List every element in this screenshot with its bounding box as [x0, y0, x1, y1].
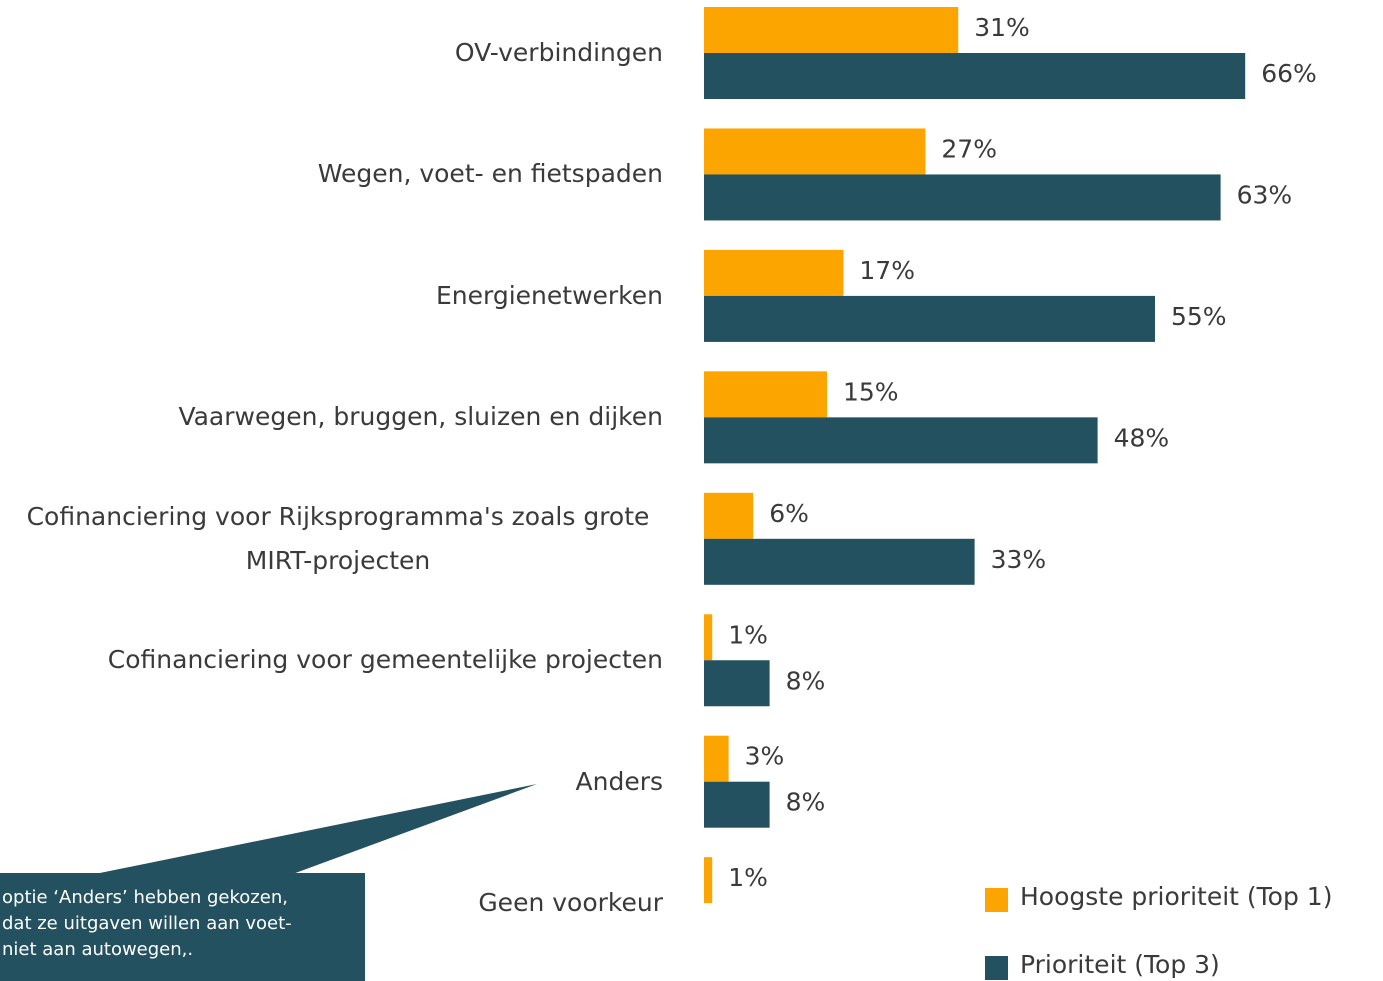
bar: [704, 7, 959, 53]
bar: [704, 128, 926, 175]
bar: [704, 53, 1246, 99]
value-label: 33%: [991, 545, 1047, 574]
bar: [704, 660, 770, 707]
legend-swatch: [985, 956, 1008, 980]
category-label: Wegen, voet- en fietspaden: [317, 159, 663, 189]
value-label: 31%: [974, 13, 1030, 42]
value-label: 3%: [745, 742, 785, 771]
category-label: Cofinanciering voor gemeentelijke projec…: [107, 645, 663, 675]
category-label: Geen voorkeur: [478, 888, 663, 918]
annotation-line: dat ze uitgaven willen aan voet-: [2, 913, 292, 934]
legend-label: Prioriteit (Top 3): [1020, 950, 1220, 979]
bar: [704, 614, 713, 661]
legend-swatch: [985, 888, 1008, 912]
value-label: 1%: [728, 863, 768, 892]
value-label: 63%: [1237, 180, 1293, 209]
category-label: Anders: [575, 766, 664, 796]
value-label: 48%: [1114, 423, 1170, 452]
category-label: Energienetwerken: [435, 280, 663, 310]
annotation-line: niet aan autowegen,.: [2, 939, 194, 960]
bar: [704, 295, 1155, 342]
bar: [704, 417, 1098, 464]
bar: [704, 492, 754, 539]
category-label: Vaarwegen, bruggen, sluizen en dijken: [178, 402, 663, 432]
legend-label: Hoogste prioriteit (Top 1): [1020, 882, 1332, 911]
category-label: Cofinanciering voor Rijksprogramma's zoa…: [26, 501, 650, 575]
value-label: 8%: [786, 666, 826, 695]
category-label: OV-verbindingen: [454, 38, 663, 67]
bar: [704, 249, 844, 296]
bar: [704, 174, 1221, 221]
value-label: 15%: [843, 377, 899, 406]
value-label: 55%: [1171, 302, 1227, 331]
bar: [704, 371, 827, 418]
bar: [704, 857, 713, 904]
callout-pointer: [90, 784, 537, 875]
value-label: 27%: [941, 134, 997, 163]
bar: [704, 781, 770, 828]
bar: [704, 735, 729, 782]
annotation-line: optie ‘Anders’ hebben gekozen,: [2, 887, 288, 908]
value-label: 17%: [859, 256, 915, 285]
annotation-box: optie ‘Anders’ hebben gekozen, dat ze uit…: [0, 873, 365, 981]
bar: [704, 538, 975, 585]
value-label: 1%: [728, 620, 768, 649]
value-label: 6%: [769, 499, 809, 528]
value-label: 8%: [786, 788, 826, 817]
value-label: 66%: [1261, 59, 1317, 88]
